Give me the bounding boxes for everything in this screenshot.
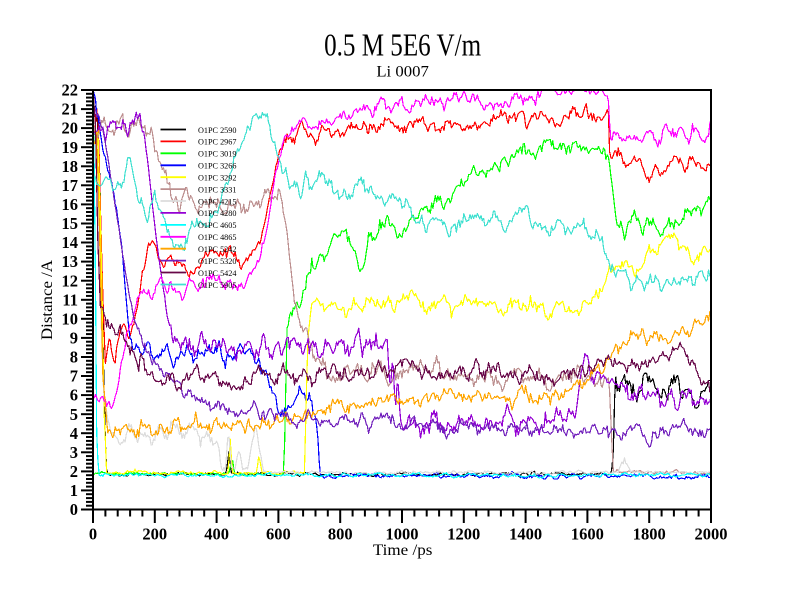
svg-text:19: 19 bbox=[62, 138, 79, 157]
svg-text:0: 0 bbox=[70, 500, 78, 519]
svg-text:O1PC 2967: O1PC 2967 bbox=[198, 138, 236, 147]
svg-text:O1PC 4865: O1PC 4865 bbox=[198, 233, 236, 242]
svg-text:O1PC 3019: O1PC 3019 bbox=[198, 150, 236, 159]
svg-text:O1PC 3331: O1PC 3331 bbox=[198, 185, 236, 194]
svg-text:10: 10 bbox=[62, 309, 79, 328]
svg-text:O1PC 5242: O1PC 5242 bbox=[198, 245, 236, 254]
svg-text:3: 3 bbox=[70, 443, 78, 462]
svg-text:4: 4 bbox=[70, 424, 78, 443]
svg-text:1200: 1200 bbox=[447, 525, 480, 544]
svg-text:O1PC 2590: O1PC 2590 bbox=[198, 126, 236, 135]
svg-text:O1PC 4215: O1PC 4215 bbox=[198, 197, 236, 206]
svg-text:22: 22 bbox=[62, 81, 79, 100]
svg-text:O1PC 5424: O1PC 5424 bbox=[198, 269, 236, 278]
svg-text:O1PC 3266: O1PC 3266 bbox=[198, 162, 236, 171]
svg-text:21: 21 bbox=[62, 100, 79, 119]
svg-text:1: 1 bbox=[70, 481, 78, 500]
svg-text:17: 17 bbox=[62, 176, 79, 195]
svg-text:Time /ps: Time /ps bbox=[373, 542, 433, 559]
svg-text:12: 12 bbox=[62, 271, 79, 290]
svg-text:600: 600 bbox=[266, 525, 291, 544]
svg-text:8: 8 bbox=[70, 348, 78, 367]
svg-text:7: 7 bbox=[70, 367, 78, 386]
svg-text:0.5 M 5E6 V/m: 0.5 M 5E6 V/m bbox=[324, 27, 481, 63]
svg-text:O1PC 3292: O1PC 3292 bbox=[198, 174, 236, 183]
svg-text:Distance /A: Distance /A bbox=[39, 260, 56, 340]
svg-text:13: 13 bbox=[62, 252, 79, 271]
svg-text:O1PC 4605: O1PC 4605 bbox=[198, 221, 236, 230]
svg-text:11: 11 bbox=[62, 290, 78, 309]
svg-text:400: 400 bbox=[204, 525, 229, 544]
svg-text:9: 9 bbox=[70, 329, 78, 348]
svg-text:800: 800 bbox=[328, 525, 353, 544]
svg-text:Li 0007: Li 0007 bbox=[376, 64, 429, 81]
svg-text:2: 2 bbox=[70, 462, 78, 481]
svg-text:O1PC 5905: O1PC 5905 bbox=[198, 281, 236, 290]
svg-text:1000: 1000 bbox=[386, 525, 419, 544]
svg-text:18: 18 bbox=[62, 157, 79, 176]
svg-text:2000: 2000 bbox=[695, 525, 728, 544]
svg-text:1800: 1800 bbox=[633, 525, 666, 544]
svg-text:1600: 1600 bbox=[571, 525, 604, 544]
svg-text:O1PC 4280: O1PC 4280 bbox=[198, 209, 236, 218]
svg-text:0: 0 bbox=[89, 525, 97, 544]
svg-text:200: 200 bbox=[142, 525, 167, 544]
svg-text:1400: 1400 bbox=[509, 525, 542, 544]
svg-text:O1PC 5320: O1PC 5320 bbox=[198, 257, 236, 266]
svg-text:14: 14 bbox=[62, 233, 79, 252]
svg-text:16: 16 bbox=[62, 195, 79, 214]
svg-text:5: 5 bbox=[70, 405, 78, 424]
svg-text:6: 6 bbox=[70, 386, 78, 405]
svg-text:20: 20 bbox=[62, 119, 79, 138]
svg-text:15: 15 bbox=[62, 214, 79, 233]
